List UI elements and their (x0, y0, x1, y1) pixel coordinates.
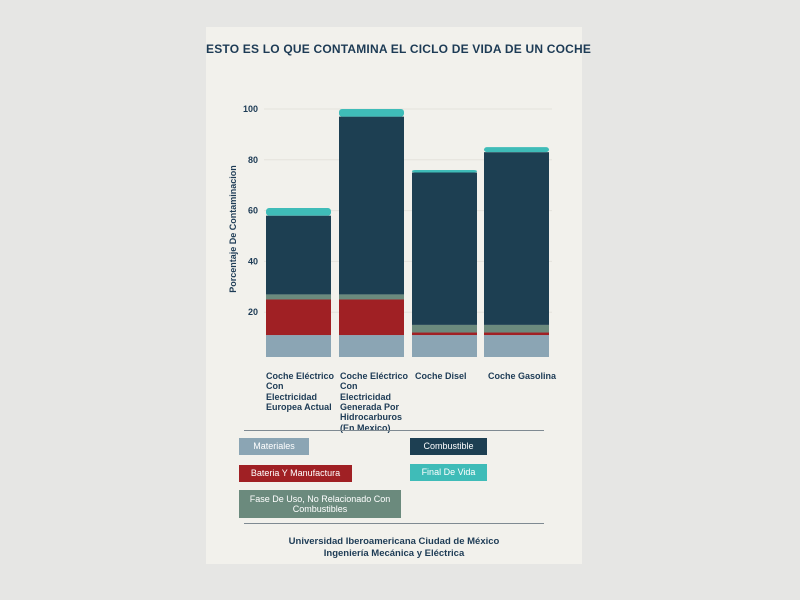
bar-segment (339, 109, 404, 117)
category-label: Coche Disel (415, 371, 467, 381)
infographic-card: ESTO ES LO QUE CONTAMINA EL CICLO DE VID… (206, 27, 592, 564)
bar-segment (266, 294, 331, 300)
footer-department: Ingeniería Mecánica y Eléctrica (323, 548, 465, 560)
legend-final-de-vida: Final De Vida (410, 464, 487, 481)
bar-segment (339, 294, 404, 300)
category-label: Coche Eléctrico Con Electricidad Generad… (340, 371, 409, 433)
bar-segment (339, 299, 404, 336)
bar-segment (412, 172, 477, 325)
y-tick-label: 60 (248, 206, 258, 216)
bar-segment (412, 169, 477, 173)
bar-segment (412, 335, 477, 357)
footer: Universidad Iberoamericana Ciudad de Méx… (206, 536, 582, 561)
bar-segment (266, 208, 331, 216)
bar-segment (266, 335, 331, 357)
y-tick-label: 20 (248, 307, 258, 317)
y-tick-label: 80 (248, 155, 258, 165)
category-label: Coche Eléctrico Con Electricidad Europea… (266, 371, 335, 413)
legend-bottom-divider (244, 523, 544, 524)
y-tick-label: 100 (243, 104, 258, 114)
y-tick-label: 40 (248, 256, 258, 266)
chart-title: ESTO ES LO QUE CONTAMINA EL CICLO DE VID… (206, 42, 592, 56)
bar-segment (484, 332, 549, 336)
legend-top-divider (244, 430, 544, 431)
legend-fase-de-uso: Fase De Uso, No Relacionado Con Combusti… (239, 490, 401, 518)
bar-segment (339, 116, 404, 295)
bar-segment (339, 335, 404, 357)
category-label: Coche Gasolina (488, 371, 557, 381)
bar-segment (412, 324, 477, 333)
footer-university: Universidad Iberoamericana Ciudad de Méx… (288, 536, 500, 547)
legend-combustible: Combustible (410, 438, 487, 455)
bar-segment (266, 299, 331, 336)
bar-segment (484, 147, 549, 153)
legend-materiales: Materiales (239, 438, 309, 455)
bar-segment (412, 332, 477, 336)
stacked-bar-chart: 020406080100 Porcentaje De Contaminacion (228, 104, 552, 357)
bar-segment (266, 215, 331, 295)
bar-segment (484, 335, 549, 357)
legend-bateria: Bateria Y Manufactura (239, 465, 352, 482)
bar-segment (484, 324, 549, 333)
y-axis-label: Porcentaje De Contaminacion (228, 165, 238, 293)
bar-segment (484, 152, 549, 325)
